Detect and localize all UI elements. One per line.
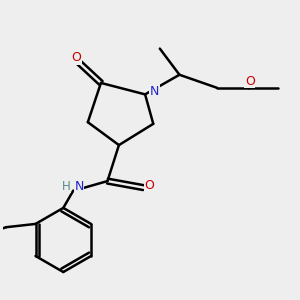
Text: H: H	[61, 180, 70, 193]
Text: N: N	[74, 180, 84, 193]
Text: O: O	[144, 178, 154, 191]
Text: O: O	[71, 51, 81, 64]
Text: O: O	[245, 75, 255, 88]
Text: N: N	[150, 85, 159, 98]
